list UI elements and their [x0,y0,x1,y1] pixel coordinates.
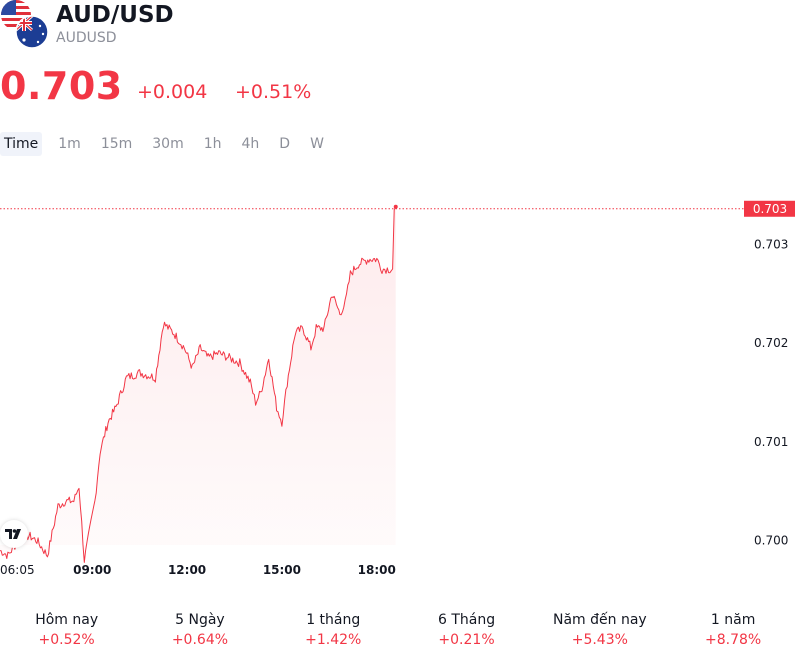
price-line [0,206,397,563]
price-change-absolute: +0.004 [137,81,208,103]
y-tick-label: 0.701 [754,435,788,449]
period-label: 1 năm [710,612,756,628]
period-label: 1 tháng [306,612,361,628]
price-chart[interactable]: 0.703 06:05 09:00 12:00 15:00 18:00 0.700 0.7… [0,190,800,590]
period-6-months[interactable]: 6 Tháng +0.21% [400,610,533,650]
period-label: 5 Ngày [175,612,225,628]
tab-time[interactable]: Time [0,132,43,156]
y-tick-label: 0.702 [754,336,788,350]
period-1-month[interactable]: 1 tháng +1.42% [267,610,400,650]
x-tick-label: 18:00 [358,563,396,577]
tab-w[interactable]: W [310,136,324,152]
period-value: +1.42% [305,632,362,648]
x-tick-label: 12:00 [168,563,206,577]
x-tick-label: 15:00 [263,563,301,577]
period-label: 6 Tháng [437,612,496,628]
period-5-days[interactable]: 5 Ngày +0.64% [133,610,266,650]
period-today[interactable]: Hôm nay +0.52% [0,610,133,650]
last-price-badge [744,200,795,217]
period-value: +5.43% [571,632,628,648]
period-value: +0.52% [38,632,95,648]
tab-1m[interactable]: 1m [58,136,81,152]
price-change-percent: +0.51% [235,81,312,103]
last-price-label: 0.703 [753,202,787,216]
tradingview-logo-icon[interactable] [0,520,28,548]
symbol-title: AUD/USD [56,2,174,28]
y-tick-label: 0.703 [754,237,788,251]
tab-30m[interactable]: 30m [152,136,184,152]
interval-tabs: Time 1m 15m 30m 1h 4h D W [0,132,344,156]
price-area [0,206,396,563]
tab-15m[interactable]: 15m [100,136,133,152]
tab-d[interactable]: D [279,136,291,152]
period-value: +0.64% [171,632,229,648]
last-price-dot [393,204,398,209]
performance-row: Hôm nay +0.52% 5 Ngày +0.64% 1 tháng +1.… [0,610,800,650]
tab-1h[interactable]: 1h [203,136,222,152]
period-1-year[interactable]: 1 năm +8.78% [666,610,799,650]
period-label: Năm đến nay [552,612,647,628]
x-tick-label: 06:05 [0,563,35,577]
period-ytd[interactable]: Năm đến nay +5.43% [533,610,666,650]
y-tick-label: 0.700 [754,534,788,548]
currency-flags-icon [1,0,49,49]
period-value: +8.78% [705,632,762,648]
last-price: 0.703 [0,64,123,108]
tab-4h[interactable]: 4h [241,136,260,152]
period-label: Hôm nay [35,612,99,628]
x-tick-label: 09:00 [73,563,111,577]
period-value: +0.21% [438,632,495,648]
symbol-subtitle: AUDUSD [56,30,117,46]
